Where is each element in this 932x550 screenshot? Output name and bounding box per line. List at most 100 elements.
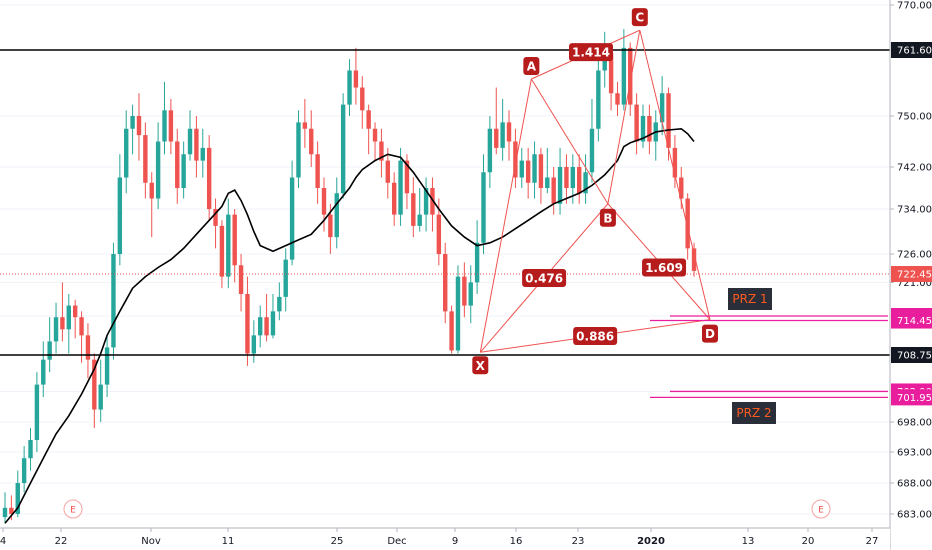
candle-body — [640, 116, 646, 142]
time-tick-label: 20 — [802, 536, 815, 547]
candle-body — [238, 265, 244, 294]
pattern-point-c: C — [631, 8, 648, 27]
time-tick-label: Dec — [387, 536, 406, 547]
ratio-label: 0.886 — [576, 329, 614, 343]
candle-body — [168, 110, 174, 142]
candle-body — [519, 160, 524, 178]
event-marker-circle — [63, 499, 83, 519]
time-tick-label: 9 — [452, 536, 458, 547]
pattern-point-d: D — [701, 324, 718, 343]
candle-body — [577, 167, 582, 194]
ratio-badge — [569, 43, 614, 62]
price-tick-label: 734.00 — [897, 205, 932, 216]
candle-body — [672, 147, 678, 178]
candle-body — [206, 147, 212, 209]
candle-body — [9, 507, 14, 514]
candle-body — [487, 128, 493, 173]
candle-body — [551, 177, 556, 204]
time-tick-label: 27 — [866, 536, 879, 547]
candle-body — [525, 160, 531, 183]
ratio-label: 1.414 — [572, 46, 610, 60]
ratio-0-886: 0.886 — [573, 326, 618, 345]
candle-body — [283, 259, 288, 297]
candle-body — [506, 122, 512, 142]
moving-average — [4, 127, 695, 524]
candle-body — [621, 47, 627, 105]
pattern-point-label: A — [527, 60, 537, 74]
candle-body — [258, 317, 263, 336]
prz-box-2: PRZ 2 — [732, 402, 776, 424]
candle-body — [194, 128, 199, 161]
price-tag-label: 708.75 — [897, 351, 932, 362]
price-tick-label: 698.00 — [897, 418, 932, 429]
pattern-point-label: D — [705, 327, 715, 341]
price-tag: 714.45 — [891, 312, 932, 329]
ratio-0-476: 0.476 — [522, 269, 567, 288]
pattern-point-badge — [599, 208, 616, 227]
candle-body — [149, 182, 154, 199]
price-tag: 701.95 — [891, 389, 932, 406]
ratio-badge — [642, 258, 687, 277]
candle-body — [264, 317, 269, 336]
candle-body — [538, 154, 544, 188]
ratio-badge — [522, 269, 567, 288]
price-tag: 708.75 — [891, 347, 932, 363]
candle-body — [232, 214, 237, 266]
candle-body — [226, 214, 231, 277]
candle-body — [53, 317, 59, 342]
candle-body — [385, 160, 390, 183]
candle-body — [155, 141, 161, 199]
pattern-leg-ab — [530, 78, 609, 205]
harmonic-pattern: X A B C D 1.414 0.476 1.609 0.886 — [472, 8, 718, 375]
candle-body — [98, 384, 103, 410]
candle-body — [564, 167, 569, 188]
price-tag-bg — [891, 347, 932, 363]
price-tag-bg — [891, 266, 932, 282]
candle-body — [200, 147, 205, 161]
candle-body — [353, 70, 359, 88]
candle-body — [666, 93, 671, 148]
moving-average-line — [4, 127, 695, 524]
price-tag-label: 761.60 — [897, 46, 932, 57]
candle-body — [462, 276, 467, 306]
time-axis[interactable]: 4 22 Nov 11 25 Dec 9 16 23 2020 13 20 27 — [0, 527, 890, 550]
time-tick-label: 2020 — [637, 536, 665, 547]
candle-body — [321, 188, 327, 215]
candle-body — [366, 110, 371, 129]
candle-body — [111, 254, 116, 348]
price-tag: 761.60 — [891, 42, 932, 58]
candle-body — [685, 198, 690, 249]
candle-body — [28, 440, 33, 459]
pattern-point-b: B — [599, 208, 616, 227]
candle-body — [277, 296, 282, 312]
time-tick-label: 23 — [572, 536, 585, 547]
price-tick-label: 726.00 — [897, 250, 932, 261]
candle-body — [602, 53, 607, 71]
candle-body — [34, 384, 40, 440]
candle-body — [289, 177, 295, 260]
pattern-leg-cd — [639, 30, 711, 320]
candle-body — [423, 188, 429, 215]
candle-body — [92, 359, 97, 410]
price-tick-label: 742.00 — [897, 163, 932, 174]
pattern-point-a: A — [523, 57, 540, 76]
candle-body — [251, 335, 257, 354]
candle-body — [143, 135, 148, 183]
prz-zones: PRZ 1 PRZ 2 — [650, 288, 888, 424]
candle-body — [302, 122, 308, 129]
time-tick-label: 25 — [331, 536, 344, 547]
time-tick-label: Nov — [141, 536, 161, 547]
candle-body — [691, 248, 697, 271]
pattern-point-badge — [523, 57, 540, 76]
prz-box-label: PRZ 1 — [732, 292, 767, 306]
candle-body — [545, 177, 550, 188]
price-axis[interactable]: 683.00 688.00 693.00 698.00 721.00 726.00 734.… — [889, 0, 932, 550]
candle-body — [296, 122, 301, 178]
event-marker-label: E — [70, 506, 76, 516]
candle-body — [162, 110, 167, 142]
candle-body — [398, 160, 403, 215]
prz-box-1: PRZ 1 — [728, 288, 772, 310]
